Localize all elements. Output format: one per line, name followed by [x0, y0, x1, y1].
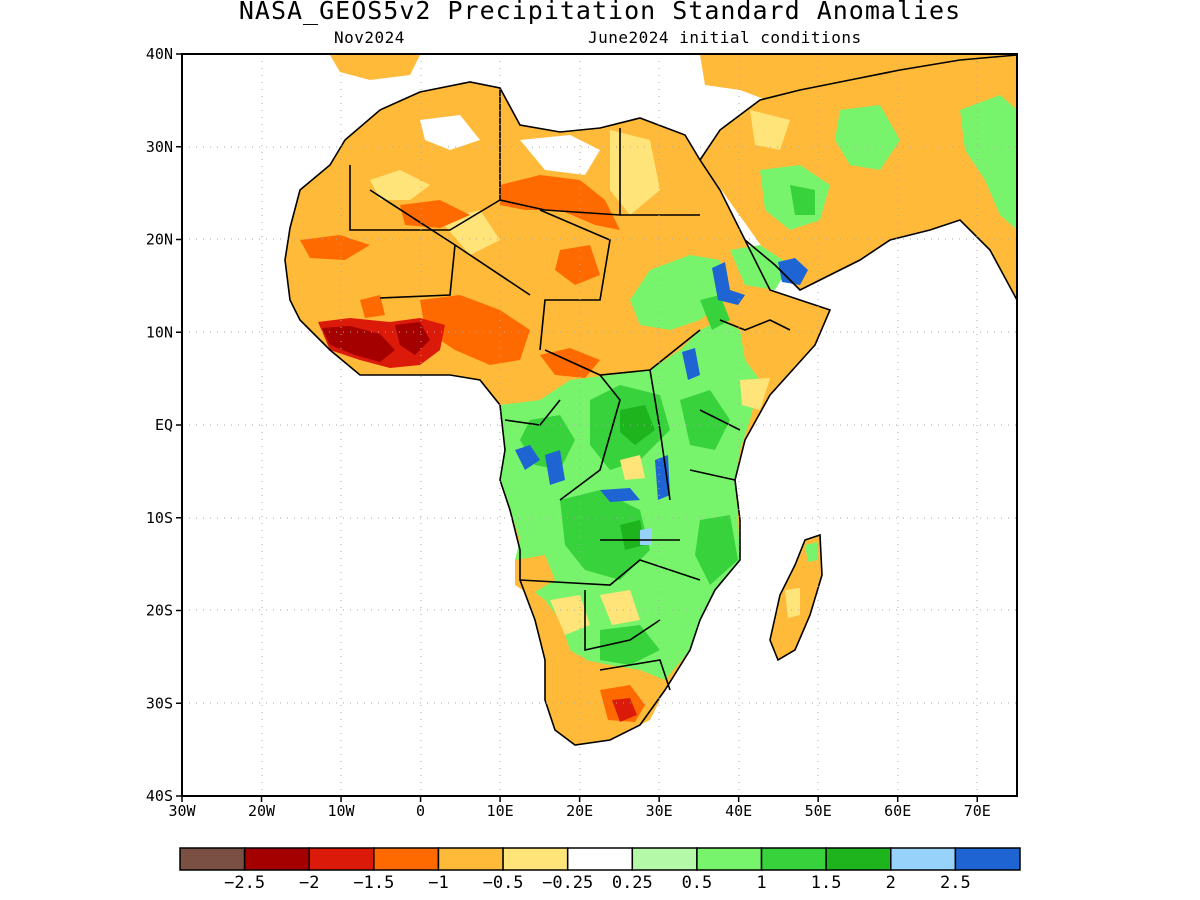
colorbar-swatch [954, 847, 1021, 871]
map-grid [182, 54, 1017, 796]
colorbar-label: −2.5 [224, 873, 265, 893]
colorbar-label: 1 [756, 873, 766, 893]
colorbar-swatch [890, 847, 957, 871]
lat-tick-label: 20S [146, 602, 173, 620]
lon-tick-label: 10W [328, 802, 356, 820]
colorbar-label: 0.5 [682, 873, 713, 893]
initial-conditions: June2024 initial conditions [588, 28, 862, 47]
lon-tick-label: 60E [884, 802, 911, 820]
madagascar-coast [769, 533, 823, 662]
colorbar-swatch [825, 847, 892, 871]
anomaly-field [285, 55, 1017, 745]
lat-tick-label: 40S [146, 787, 173, 805]
lat-tick-label: EQ [155, 416, 173, 434]
colorbar-swatch [437, 847, 504, 871]
forecast-month: Nov2024 [334, 28, 405, 47]
colorbar-label: 0.25 [612, 873, 653, 893]
lat-tick-label: 40N [146, 45, 173, 63]
colorbar-label: −2 [299, 873, 319, 893]
colorbar-swatch [760, 847, 827, 871]
lat-tick-label: 10S [146, 509, 173, 527]
arabia-landmass [700, 55, 1017, 300]
lon-tick-label: 20W [248, 802, 276, 820]
colorbar-label: −1.5 [353, 873, 394, 893]
colorbar-label: 2.5 [940, 873, 971, 893]
lon-tick-label: 0 [416, 802, 425, 820]
colorbar: −2.5 −2 −1.5 −1 −0.5 −0.25 0.25 0.5 1 1.5 2 2.5 [179, 847, 1021, 893]
colorbar-label: 2 [886, 873, 896, 893]
colorbar-swatch [243, 847, 310, 871]
lon-tick-label: 10E [487, 802, 514, 820]
colorbar-label: 1.5 [811, 873, 842, 893]
lon-tick-label: 50E [805, 802, 832, 820]
colorbar-swatch [308, 847, 375, 871]
colorbar-label: −0.5 [483, 873, 524, 893]
west-africa-dry-core [322, 326, 395, 362]
lon-tick-label: 30E [646, 802, 673, 820]
africa-coastline [284, 81, 832, 746]
lon-tick-label: 40E [725, 802, 752, 820]
colorbar-swatch [179, 847, 246, 871]
lon-tick-label: 70E [964, 802, 991, 820]
lon-tick-label: 20E [566, 802, 593, 820]
colorbar-swatch [696, 847, 763, 871]
sahel-dry-band [500, 175, 620, 230]
chart-title: NASA_GEOS5v2 Precipitation Standard Anom… [238, 0, 962, 25]
wet-spot-ethiopia [712, 262, 745, 305]
lat-tick-label: 20N [146, 231, 173, 249]
lat-tick-label: 30S [146, 694, 173, 712]
colorbar-swatch [502, 847, 569, 871]
colorbar-swatch [373, 847, 440, 871]
colorbar-label: −1 [428, 873, 448, 893]
colorbar-swatch [566, 847, 634, 871]
lat-tick-label: 10N [146, 323, 173, 341]
lon-tick-label: 30W [168, 802, 196, 820]
colorbar-label: −0.25 [542, 873, 593, 893]
colorbar-swatch [631, 847, 698, 871]
lat-tick-label: 30N [146, 138, 173, 156]
